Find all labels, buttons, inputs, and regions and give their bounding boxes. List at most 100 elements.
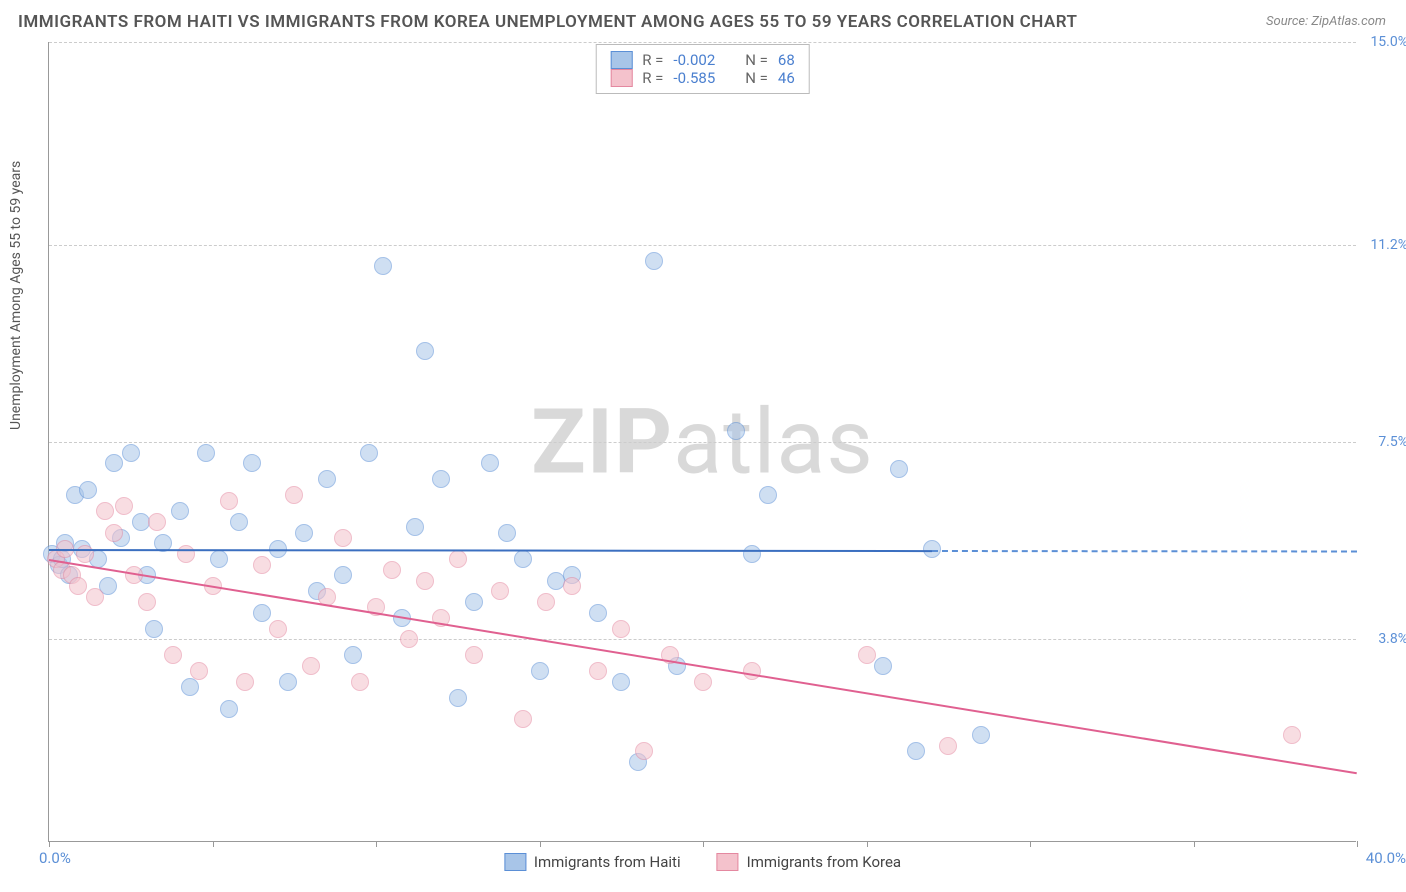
x-tick: [703, 841, 704, 847]
data-point: [612, 673, 630, 691]
data-point: [96, 502, 114, 520]
data-point: [383, 561, 401, 579]
data-point: [190, 662, 208, 680]
data-point: [302, 657, 320, 675]
r-label: R =: [642, 51, 663, 69]
y-tick-label: 15.0%: [1370, 34, 1406, 50]
data-point: [318, 470, 336, 488]
data-point: [334, 566, 352, 584]
data-point: [295, 524, 313, 542]
gridline: [49, 42, 1356, 43]
data-point: [76, 545, 94, 563]
data-point: [589, 604, 607, 622]
data-point: [177, 545, 195, 563]
data-point: [923, 540, 941, 558]
data-point: [181, 678, 199, 696]
data-point: [220, 700, 238, 718]
data-point: [612, 620, 630, 638]
legend-item: Immigrants from Haiti: [504, 853, 681, 871]
x-axis-origin-label: 0.0%: [39, 849, 71, 867]
data-point: [344, 646, 362, 664]
gridline: [49, 245, 1356, 246]
data-point: [236, 673, 254, 691]
data-point: [432, 470, 450, 488]
data-point: [79, 481, 97, 499]
data-point: [727, 422, 745, 440]
data-point: [907, 742, 925, 760]
n-value: 68: [778, 51, 795, 69]
data-point: [449, 550, 467, 568]
data-point: [360, 444, 378, 462]
data-point: [465, 593, 483, 611]
y-axis-label: Unemployment Among Ages 55 to 59 years: [8, 161, 24, 430]
data-point: [449, 689, 467, 707]
data-point: [743, 545, 761, 563]
data-point: [138, 593, 156, 611]
legend-item: Immigrants from Korea: [717, 853, 901, 871]
data-point: [269, 620, 287, 638]
data-point: [253, 556, 271, 574]
data-point: [563, 577, 581, 595]
data-point: [148, 513, 166, 531]
x-axis-max-label: 40.0%: [1366, 849, 1406, 867]
data-point: [132, 513, 150, 531]
legend-swatch: [610, 51, 632, 69]
data-point: [374, 257, 392, 275]
y-tick-label: 3.8%: [1378, 631, 1406, 647]
n-value: 46: [778, 69, 795, 87]
data-point: [531, 662, 549, 680]
data-point: [491, 582, 509, 600]
data-point: [537, 593, 555, 611]
data-point: [514, 550, 532, 568]
x-tick: [1357, 841, 1358, 847]
data-point: [547, 572, 565, 590]
data-point: [351, 673, 369, 691]
legend-label: Immigrants from Korea: [747, 853, 901, 871]
data-point: [105, 524, 123, 542]
data-point: [743, 662, 761, 680]
data-point: [465, 646, 483, 664]
data-point: [86, 588, 104, 606]
r-value: -0.585: [673, 69, 715, 87]
data-point: [416, 342, 434, 360]
data-point: [694, 673, 712, 691]
y-tick-label: 7.5%: [1378, 434, 1406, 450]
legend-swatch: [504, 853, 526, 871]
data-point: [285, 486, 303, 504]
r-label: R =: [642, 69, 663, 87]
gridline: [49, 639, 1356, 640]
data-point: [145, 620, 163, 638]
data-point: [197, 444, 215, 462]
data-point: [416, 572, 434, 590]
x-tick: [1030, 841, 1031, 847]
data-point: [759, 486, 777, 504]
data-point: [589, 662, 607, 680]
n-label: N =: [745, 69, 768, 87]
data-point: [481, 454, 499, 472]
data-point: [253, 604, 271, 622]
data-point: [635, 742, 653, 760]
y-tick-label: 11.2%: [1370, 237, 1406, 253]
data-point: [406, 518, 424, 536]
data-point: [939, 737, 957, 755]
data-point: [279, 673, 297, 691]
plot-area: ZIPatlas R =-0.002N =68R =-0.585N =46 Im…: [48, 42, 1356, 842]
x-tick: [867, 841, 868, 847]
x-tick: [376, 841, 377, 847]
data-point: [164, 646, 182, 664]
x-tick: [540, 841, 541, 847]
trendline-extrapolation: [932, 550, 1357, 553]
data-point: [115, 497, 133, 515]
correlation-stats-legend: R =-0.002N =68R =-0.585N =46: [595, 44, 810, 94]
data-point: [890, 460, 908, 478]
legend-swatch: [610, 69, 632, 87]
data-point: [122, 444, 140, 462]
series-legend: Immigrants from Haiti Immigrants from Kor…: [504, 853, 901, 871]
chart-title: IMMIGRANTS FROM HAITI VS IMMIGRANTS FROM…: [18, 12, 1077, 32]
gridline: [49, 442, 1356, 443]
source-attribution: Source: ZipAtlas.com: [1266, 14, 1386, 29]
legend-swatch: [717, 853, 739, 871]
data-point: [243, 454, 261, 472]
trendline: [49, 559, 1357, 774]
data-point: [69, 577, 87, 595]
